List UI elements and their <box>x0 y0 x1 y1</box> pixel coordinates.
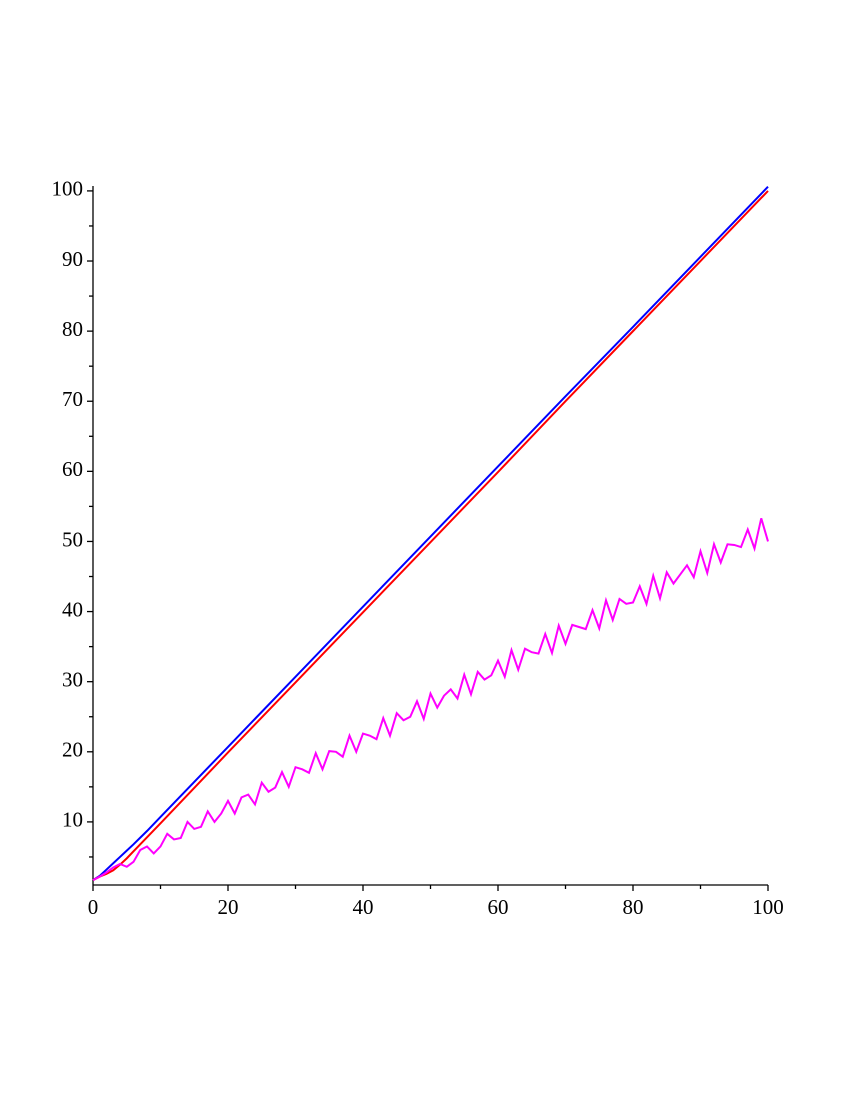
x-tick-label: 40 <box>353 895 374 919</box>
x-tick-label: 0 <box>88 895 99 919</box>
y-tick-label: 30 <box>62 667 83 691</box>
y-tick-label: 40 <box>62 597 83 621</box>
x-tick-label: 80 <box>623 895 644 919</box>
y-tick-label: 80 <box>62 317 83 341</box>
y-tick-label: 60 <box>62 457 83 481</box>
y-tick-label: 100 <box>52 177 84 201</box>
y-tick-label: 90 <box>62 247 83 271</box>
y-tick-label: 20 <box>62 738 83 762</box>
x-tick-label: 60 <box>488 895 509 919</box>
line-series <box>92 518 769 881</box>
line-series <box>92 186 769 881</box>
y-tick-label: 10 <box>62 808 83 832</box>
y-tick-label: 50 <box>62 527 83 551</box>
y-tick-label: 70 <box>62 387 83 411</box>
x-tick-label: 20 <box>218 895 239 919</box>
x-tick-label: 100 <box>752 895 784 919</box>
line-series <box>92 190 769 881</box>
